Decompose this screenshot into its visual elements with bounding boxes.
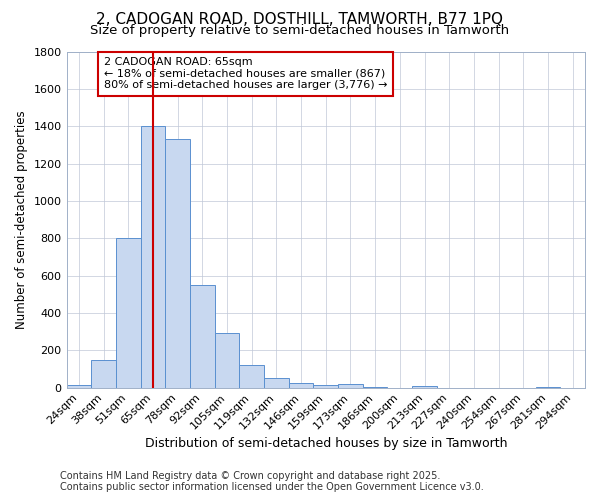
X-axis label: Distribution of semi-detached houses by size in Tamworth: Distribution of semi-detached houses by …	[145, 437, 507, 450]
Bar	[536, 387, 560, 388]
Bar	[165, 140, 190, 388]
Bar	[412, 386, 437, 388]
Bar	[190, 285, 215, 388]
Bar	[264, 378, 289, 388]
Text: 2, CADOGAN ROAD, DOSTHILL, TAMWORTH, B77 1PQ: 2, CADOGAN ROAD, DOSTHILL, TAMWORTH, B77…	[97, 12, 503, 28]
Text: Size of property relative to semi-detached houses in Tamworth: Size of property relative to semi-detach…	[91, 24, 509, 37]
Bar	[363, 386, 388, 388]
Y-axis label: Number of semi-detached properties: Number of semi-detached properties	[15, 110, 28, 329]
Bar	[140, 126, 165, 388]
Bar	[239, 365, 264, 388]
Text: Contains HM Land Registry data © Crown copyright and database right 2025.
Contai: Contains HM Land Registry data © Crown c…	[60, 471, 484, 492]
Text: 2 CADOGAN ROAD: 65sqm
← 18% of semi-detached houses are smaller (867)
80% of sem: 2 CADOGAN ROAD: 65sqm ← 18% of semi-deta…	[104, 57, 387, 90]
Bar	[313, 385, 338, 388]
Bar	[67, 385, 91, 388]
Bar	[289, 383, 313, 388]
Bar	[215, 334, 239, 388]
Bar	[91, 360, 116, 388]
Bar	[116, 238, 140, 388]
Bar	[338, 384, 363, 388]
